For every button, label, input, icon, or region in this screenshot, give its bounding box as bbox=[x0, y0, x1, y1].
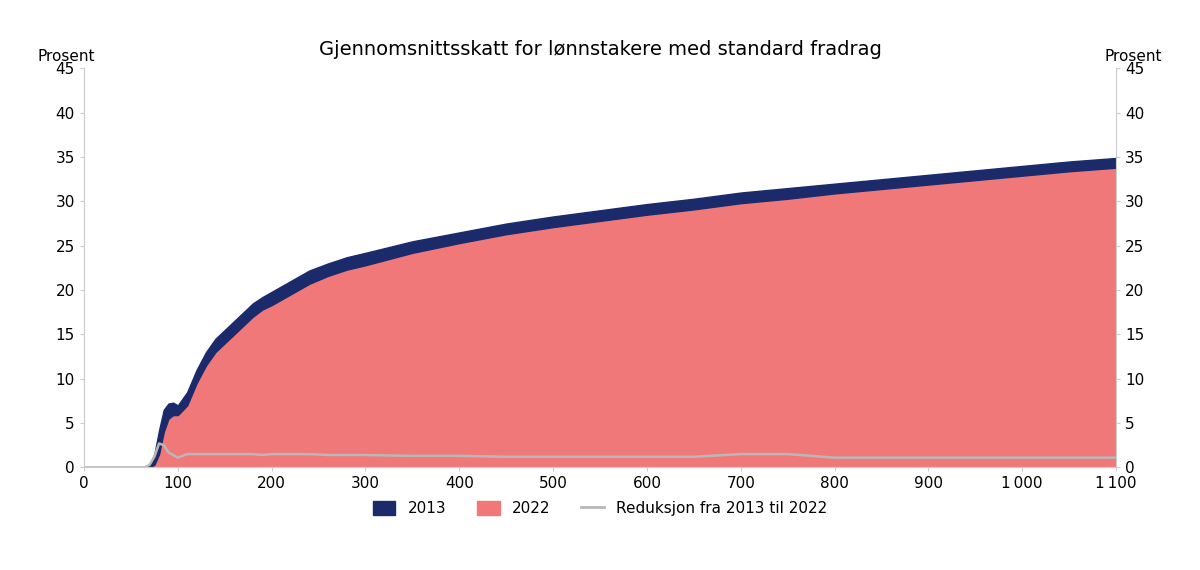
Text: Prosent: Prosent bbox=[37, 50, 95, 64]
Text: Prosent: Prosent bbox=[1105, 50, 1163, 64]
Title: Gjennomsnittsskatt for lønnstakere med standard fradrag: Gjennomsnittsskatt for lønnstakere med s… bbox=[318, 39, 882, 59]
Legend: 2013, 2022, Reduksjon fra 2013 til 2022: 2013, 2022, Reduksjon fra 2013 til 2022 bbox=[365, 493, 835, 524]
